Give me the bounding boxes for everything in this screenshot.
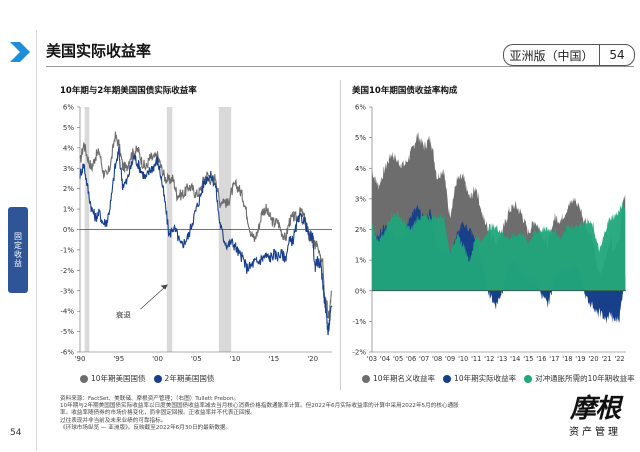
legend-item-nominal: 10年期名义收益率: [362, 373, 435, 384]
legend-label-2y: 2年期美国国债: [164, 374, 215, 383]
y-tick-label: 5%: [63, 124, 74, 132]
series-breakeven-area: [372, 201, 626, 291]
right-legend: 10年期名义收益率 10年期实际收益率 对冲通胀所需的10年期收益率: [362, 373, 635, 384]
y-tick-label: 5%: [355, 134, 366, 142]
legend-item-2y: 2年期美国国债: [153, 373, 215, 384]
y-tick-label: -2%: [352, 349, 366, 357]
footer-notes: 资料来源：FactSet、美联储、摩根资产管理；（右图）Tullett Preb…: [60, 396, 560, 432]
x-tick-label: '14: [510, 355, 520, 363]
x-tick-label: '05: [393, 355, 403, 363]
annotation-arrowhead: [160, 284, 168, 290]
y-tick-label: 4%: [63, 144, 74, 152]
legend-item-breakeven: 对冲通胀所需的10年期收益率: [524, 373, 635, 384]
x-tick-label: '05: [191, 355, 202, 363]
x-tick-label: '07: [419, 355, 429, 363]
brand-logo: 摩根 资产管理: [560, 388, 630, 438]
title-divider: [46, 66, 634, 67]
legend-label-nominal: 10年期名义收益率: [373, 374, 436, 383]
right-chart-title: 美国10年期国债收益率构成: [352, 86, 458, 96]
x-tick-label: '13: [497, 355, 507, 363]
x-tick-label: '10: [230, 355, 241, 363]
x-tick-label: '15: [268, 355, 279, 363]
x-tick-label: '06: [406, 355, 416, 363]
x-tick-label: '10: [458, 355, 468, 363]
x-tick-label: '15: [523, 355, 533, 363]
series-10y-line: [79, 131, 332, 319]
annotation-arrow: [140, 284, 168, 310]
left-chart: 6% 5% 4% 3% 2% 1% 0% -1% -2% -3% -4% -5% -6%'90 '95 '0…: [60, 104, 333, 363]
x-tick-label: '20: [307, 355, 318, 363]
legend-dot-nominal: [362, 374, 370, 383]
x-tick-label: '17: [549, 355, 559, 363]
y-tick-label: 1%: [63, 206, 74, 214]
x-tick-label: '03: [367, 355, 377, 363]
y-tick-label: 2%: [355, 226, 366, 234]
x-tick-label: '04: [380, 355, 390, 363]
page-number-footer: 54: [10, 428, 22, 438]
y-tick-label: -5%: [60, 328, 74, 336]
y-tick-label: 3%: [63, 165, 74, 173]
region-label: 亚洲版（中国）: [509, 48, 594, 63]
y-tick-label: -1%: [60, 246, 74, 254]
page-number: 54: [609, 48, 625, 62]
x-tick-label: '22: [614, 355, 624, 363]
recession-annotation: 衰退: [116, 309, 131, 319]
x-tick-label: '95: [113, 355, 124, 363]
footer-line: 资料来源：FactSet、美联储、摩根资产管理；（右图）Tullett Preb…: [60, 396, 240, 402]
footer-line: 率。收益率随债券的市场价格变化，而非固定回报。正收益率并不代表正回报。: [60, 410, 256, 417]
series-2y-line: [79, 146, 333, 336]
right-chart: 6% 5% 4% 3% 2% 1% 0% -1% -2%'03'04'05'06'07'08'0…: [352, 104, 626, 363]
y-tick-label: -6%: [60, 349, 74, 357]
y-tick-label: 6%: [63, 104, 74, 112]
legend-item-real: 10年期实际收益率: [443, 373, 516, 384]
y-tick-label: 4%: [355, 165, 366, 173]
left-chart-title: 10年期与2年期美国国债实际收益率: [60, 86, 197, 96]
x-tick-label: '16: [536, 355, 546, 363]
x-tick-label: '90: [75, 355, 86, 363]
legend-dot-breakeven: [524, 374, 533, 383]
y-tick-label: 6%: [355, 104, 366, 112]
x-tick-label: '19: [575, 355, 585, 363]
legend-dot-10y: [80, 374, 88, 383]
x-tick-label: '18: [562, 355, 572, 363]
page-title: 美国实际收益率: [46, 42, 152, 60]
legend-item-10y: 10年期美国国债: [80, 373, 146, 384]
y-tick-label: 0%: [63, 226, 74, 234]
x-tick-label: '09: [445, 355, 455, 363]
footer-line: 《环球市场纵览 — 亚洲版》。反映截至2022年6月30日的最新数据。: [60, 424, 232, 431]
y-tick-label: 3%: [355, 195, 366, 203]
legend-label-breakeven: 对冲通胀所需的10年期收益率: [535, 374, 635, 383]
y-tick-label: 0%: [355, 287, 366, 295]
region-badge: 亚洲版（中国） 54: [503, 44, 635, 66]
y-tick-label: -4%: [60, 308, 74, 316]
x-tick-label: '12: [484, 355, 494, 363]
y-tick-label: -1%: [352, 318, 366, 326]
brand-subtitle: 资产管理: [569, 427, 621, 438]
x-tick-label: '20: [588, 355, 598, 363]
brand-mark: 摩根: [569, 394, 621, 424]
legend-dot-2y: [153, 374, 162, 383]
footer-line: 10年期与2年期美国国债实际收益率以日度美国国债收益率减去当月核心消费价格指数通…: [60, 403, 459, 410]
sidebar: 固定收益 54: [0, 0, 36, 452]
sidebar-divider: [36, 30, 37, 450]
legend-dot-real: [443, 374, 452, 383]
y-tick-label: 1%: [355, 257, 366, 265]
panel-divider: [340, 80, 341, 390]
region-separator: [599, 45, 600, 65]
y-tick-label: 2%: [63, 185, 74, 193]
legend-label-real: 10年期实际收益率: [454, 374, 517, 383]
y-tick-label: -2%: [60, 267, 74, 275]
left-legend: 10年期美国国债 2年期美国国债: [80, 373, 214, 384]
chevron-right-icon: [10, 42, 30, 62]
x-tick-label: '21: [601, 355, 611, 363]
x-tick-label: '11: [471, 355, 481, 363]
legend-label-10y: 10年期美国国债: [91, 374, 146, 383]
footer-line: 过往表现并非当前及未来业绩的可靠指标。: [60, 417, 167, 424]
y-tick-label: -3%: [60, 287, 74, 295]
section-tab-fixed-income[interactable]: 固定收益: [8, 207, 28, 293]
x-tick-label: '00: [152, 355, 163, 363]
x-tick-label: '08: [432, 355, 442, 363]
